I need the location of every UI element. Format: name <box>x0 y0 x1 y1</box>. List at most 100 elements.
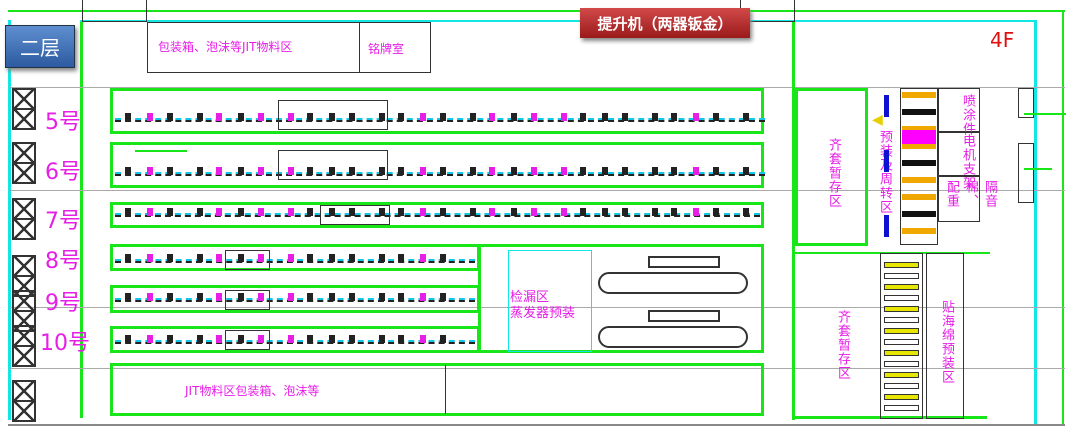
nameplate-room-label: 铭牌室 <box>368 42 405 56</box>
workstation <box>622 208 628 216</box>
workstation <box>125 167 131 175</box>
sponge-slot <box>884 339 919 345</box>
workstation <box>652 167 658 175</box>
sponge-slot <box>884 262 919 268</box>
workstation <box>125 335 131 343</box>
conveyor <box>115 259 475 263</box>
equipment-box <box>225 330 270 350</box>
workstation <box>693 113 699 121</box>
workstation <box>288 293 294 301</box>
workstation <box>147 335 153 343</box>
motor-bracket-box <box>938 132 980 176</box>
sponge-slot <box>884 361 919 367</box>
line-6-zone[interactable] <box>110 142 764 188</box>
rack-column <box>900 88 938 245</box>
workstation <box>288 254 294 262</box>
workstation <box>349 293 355 301</box>
spray-parts-label: 喷涂件 <box>960 94 975 136</box>
workstation <box>238 113 244 121</box>
floor-button[interactable]: 二层 <box>5 25 75 68</box>
workstation <box>440 113 446 121</box>
workstation <box>511 208 517 216</box>
line-7-zone[interactable] <box>110 202 764 228</box>
equipment-box <box>278 150 388 180</box>
workstation <box>125 113 131 121</box>
workstation <box>743 113 749 121</box>
workstation <box>125 254 131 262</box>
dock-door <box>12 325 36 347</box>
door-frame <box>82 0 147 22</box>
dock-door <box>12 142 36 164</box>
workstation <box>420 254 426 262</box>
workstation <box>420 293 426 301</box>
kit-storage-top-label: 齐套暂存区 <box>826 138 841 208</box>
workstation <box>580 208 586 216</box>
workstation <box>329 335 335 343</box>
workstation <box>398 335 404 343</box>
inner-wall <box>80 22 83 418</box>
evaporator-preassembly-box <box>508 250 592 352</box>
dock-door <box>12 290 36 312</box>
workstation <box>671 113 677 121</box>
workstation <box>652 208 658 216</box>
insulation-box <box>938 176 980 222</box>
workstation <box>531 167 537 175</box>
door-right-2 <box>1018 143 1034 203</box>
kit-storage-top[interactable] <box>795 88 868 246</box>
workstation <box>238 254 244 262</box>
workstation <box>307 208 313 216</box>
spray-parts-box <box>938 88 980 132</box>
workstation <box>349 167 355 175</box>
jit-material-zone-bottom[interactable] <box>110 363 764 416</box>
workstation <box>622 113 628 121</box>
marker <box>884 215 889 237</box>
workstation <box>197 335 203 343</box>
line-5-zone[interactable] <box>110 88 764 134</box>
right-bottom-green <box>792 416 987 419</box>
workstation <box>258 208 264 216</box>
bottom-wall <box>8 424 1065 426</box>
workstation <box>489 113 495 121</box>
sponge-slot <box>884 295 919 301</box>
workstation <box>125 208 131 216</box>
dock-door <box>12 198 36 220</box>
dock-door <box>12 380 36 402</box>
workstation <box>440 254 446 262</box>
bottom-jit-label: JIT物料区包装箱、泡沫等 <box>185 384 320 398</box>
workstation <box>238 167 244 175</box>
workstation <box>307 113 313 121</box>
workstation <box>197 293 203 301</box>
sponge-slot <box>884 328 919 334</box>
workstation <box>440 167 446 175</box>
workstation <box>713 208 719 216</box>
marker <box>884 150 889 172</box>
workstation <box>671 167 677 175</box>
workstation <box>147 293 153 301</box>
workstation <box>307 167 313 175</box>
rack-slot <box>902 92 936 98</box>
sponge-slot <box>884 350 919 356</box>
workstation <box>398 254 404 262</box>
leak-test-zone[interactable] <box>478 244 764 353</box>
workstation <box>420 335 426 343</box>
conveyor <box>115 213 760 217</box>
workstation <box>197 113 203 121</box>
sponge-slot <box>884 284 919 290</box>
workstation <box>167 254 173 262</box>
workstation <box>398 113 404 121</box>
sponge-slot <box>884 394 919 400</box>
rack-slot <box>902 143 936 149</box>
lift-button[interactable]: 提升机（两器钣金） <box>580 8 750 38</box>
workstation <box>349 113 355 121</box>
workstation <box>420 113 426 121</box>
workstation <box>329 293 335 301</box>
workstation <box>470 113 476 121</box>
conveyor <box>115 298 475 302</box>
workstation <box>511 167 517 175</box>
leak-test-station-2 <box>648 310 720 322</box>
connector <box>1024 113 1066 115</box>
leak-test-label: 检漏区 <box>510 290 550 305</box>
line-label-6: 6号 <box>45 160 81 185</box>
workstation <box>329 208 335 216</box>
grid-line <box>10 368 1065 369</box>
